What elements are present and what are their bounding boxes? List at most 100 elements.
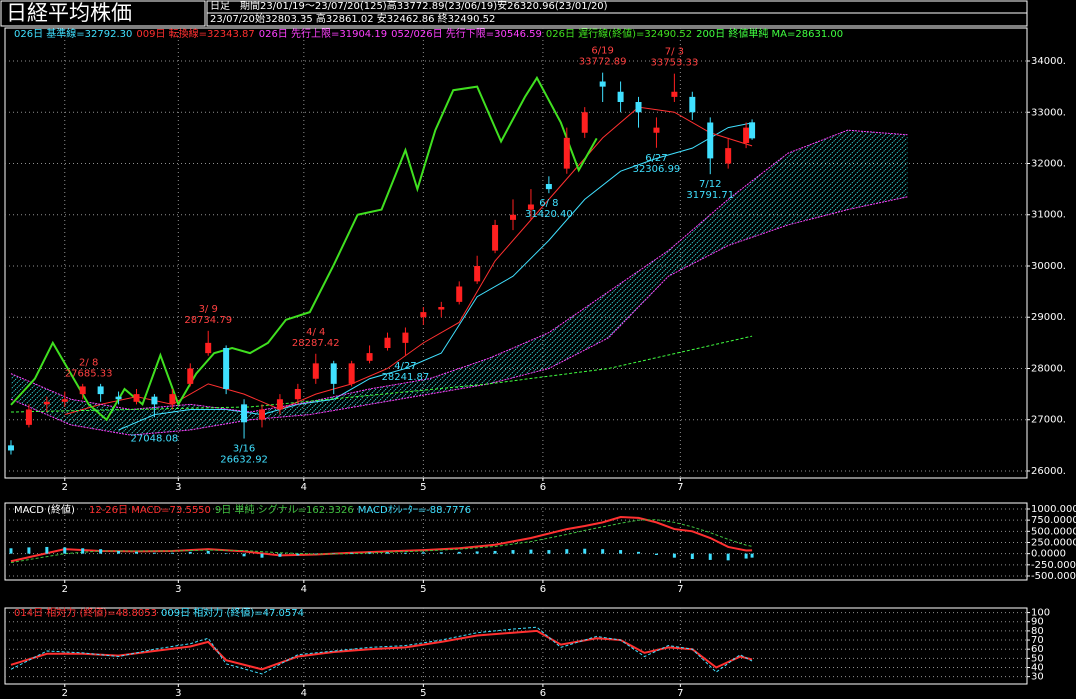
- annotation-value: 32306.99: [633, 164, 681, 175]
- legend-entry: 9日 単純 シグナル=162.3326: [214, 505, 354, 516]
- annotation-date: 6/27: [645, 153, 667, 164]
- candle-body: [581, 112, 588, 133]
- candle-body: [133, 394, 140, 402]
- histogram-bar: [511, 550, 515, 554]
- x-tick-label: 7: [677, 584, 683, 595]
- candle-body: [599, 81, 606, 87]
- panel-frame: [4, 27, 1028, 479]
- candle-body: [743, 127, 750, 143]
- histogram-bar: [332, 553, 336, 554]
- candle-body: [671, 91, 678, 97]
- panel-frame: [4, 502, 1028, 581]
- x-tick-label: 3: [175, 584, 181, 595]
- y-tick-label: 90: [1031, 617, 1044, 628]
- legend: 026日 基準線=32792.30 009日 転換線=32343.87 026日 先…: [14, 29, 843, 41]
- annotation-date: 6/ 8: [539, 198, 558, 209]
- y-tick-label: 27000.: [1031, 415, 1066, 426]
- candle-body: [7, 445, 14, 451]
- annotation-value: 28734.79: [184, 315, 232, 326]
- candle-body: [187, 368, 194, 384]
- legend-entry: 12-26日 MACD=73.5550: [88, 505, 211, 516]
- histogram-bar: [117, 550, 121, 554]
- y-tick-label: 100: [1031, 608, 1050, 619]
- series-line: [10, 629, 753, 671]
- y-tick-label: 28000.: [1031, 363, 1066, 374]
- annotation-value: 27048.08: [131, 433, 179, 444]
- annotation-date: 3/ 9: [199, 304, 218, 315]
- annotation-value: 31791.71: [686, 190, 734, 201]
- histogram-bar: [637, 551, 641, 554]
- y-tick-label: 750.0000: [1031, 515, 1076, 526]
- histogram-bar: [45, 546, 49, 554]
- histogram-bar: [750, 553, 754, 558]
- candle-body: [276, 399, 283, 410]
- series-line: [118, 122, 753, 431]
- histogram-bar: [565, 549, 569, 554]
- annotation-value: 28241.87: [382, 372, 430, 383]
- y-tick-label: 32000.: [1031, 158, 1066, 169]
- histogram-bar: [368, 552, 372, 554]
- x-tick-label: 5: [420, 584, 426, 595]
- candle-body: [61, 399, 68, 402]
- y-tick-label: 30: [1031, 672, 1044, 683]
- legend-title: MACD (終値): [14, 505, 75, 516]
- candle-body: [689, 96, 696, 113]
- legend: 014日 相対力 (終値)=48.8053 009日 相対力 (終値)=47.05…: [14, 608, 664, 620]
- series-line: [10, 75, 598, 422]
- candle-body: [258, 409, 265, 420]
- candle-body: [725, 148, 732, 164]
- histogram-bar: [529, 549, 533, 554]
- candle-body: [749, 122, 756, 139]
- y-tick-label: 34000.: [1031, 56, 1066, 67]
- candle-body: [151, 396, 158, 405]
- legend-entry: 026日 基準線=32792.30: [14, 29, 133, 40]
- annotation-value: 28287.42: [292, 338, 340, 349]
- legend-entry: 014日 相対力 (終値)=48.8053: [14, 608, 157, 619]
- histogram-bar: [439, 552, 443, 554]
- y-tick-label: 70: [1031, 635, 1044, 646]
- candle-body: [115, 396, 122, 400]
- legend-entry: 009日 転換線=32343.87: [136, 29, 255, 40]
- y-tick-label: 31000.: [1031, 210, 1066, 221]
- annotation-date: 4/ 4: [306, 327, 325, 338]
- x-tick-label: 2: [62, 482, 68, 493]
- histogram-bar: [583, 548, 587, 554]
- y-tick-label: 0.0000: [1031, 549, 1066, 560]
- candle-body: [366, 353, 373, 361]
- y-tick-label: 40: [1031, 663, 1044, 674]
- histogram-bar: [314, 553, 318, 555]
- candle-body: [241, 404, 248, 423]
- candle-body: [25, 409, 32, 425]
- series-line: [10, 519, 753, 564]
- histogram-bar: [601, 549, 605, 554]
- histogram-bar: [493, 550, 497, 554]
- candle-body: [169, 394, 176, 405]
- series-line: [10, 626, 753, 675]
- histogram-bar: [386, 552, 390, 554]
- annotation-value: 33772.89: [579, 57, 627, 68]
- y-tick-label: 29000.: [1031, 312, 1066, 323]
- legend-entry: MACDｵｼﾚｰﾀｰ=-88.7776: [357, 505, 472, 516]
- period: 期間23/01/19～23/07/20(125)高33772.89(23/06/…: [240, 1, 608, 12]
- candle-body: [492, 224, 499, 251]
- candle-body: [420, 312, 427, 318]
- candle-body: [617, 91, 624, 103]
- title-box: [0, 0, 206, 27]
- x-tick-label: 4: [301, 482, 307, 493]
- panel-frame: [4, 607, 1028, 685]
- histogram-bar: [457, 551, 461, 554]
- series-line: [10, 516, 753, 563]
- candle-body: [510, 214, 517, 220]
- y-tick-label: 30000.: [1031, 261, 1066, 272]
- x-tick-label: 7: [677, 482, 683, 493]
- histogram-bar: [726, 553, 730, 561]
- histogram-bar: [547, 550, 551, 554]
- annotation-date: 6/19: [591, 46, 613, 57]
- histogram-bar: [27, 547, 31, 554]
- histogram-bar: [9, 548, 13, 554]
- candle-body: [97, 386, 104, 395]
- histogram-bar: [242, 553, 246, 557]
- candle-body: [205, 342, 212, 354]
- x-tick-label: 5: [420, 482, 426, 493]
- histogram-bar: [152, 552, 156, 554]
